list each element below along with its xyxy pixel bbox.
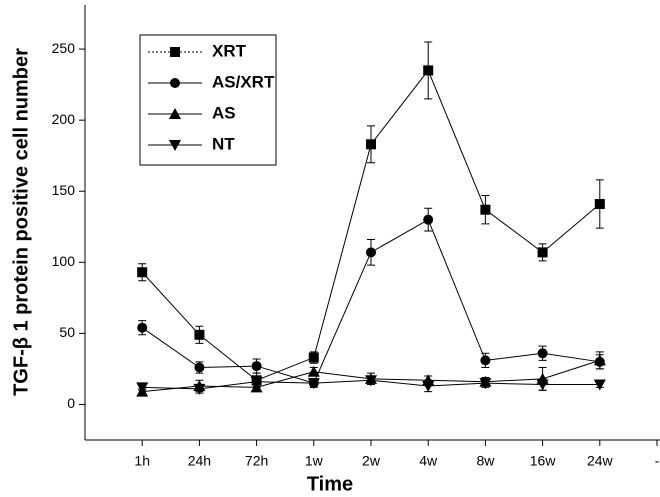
marker xyxy=(480,204,491,215)
y-axis-label: TGF-β 1 protein positive cell number xyxy=(10,48,32,396)
x-tick-label: 4w xyxy=(419,453,438,469)
x-tick-label: 2w xyxy=(362,453,381,469)
marker xyxy=(251,361,262,372)
marker xyxy=(423,214,434,225)
x-tick-label: - xyxy=(655,453,660,469)
marker xyxy=(479,378,492,390)
marker xyxy=(250,376,263,388)
legend-marker xyxy=(170,78,180,88)
x-tick-label: 24w xyxy=(587,453,614,469)
x-tick-label: 1w xyxy=(305,453,324,469)
legend-label: XRT xyxy=(212,41,247,60)
marker xyxy=(593,379,606,391)
marker xyxy=(307,365,320,377)
marker xyxy=(194,362,205,373)
marker xyxy=(137,322,148,333)
marker xyxy=(137,267,148,278)
x-axis-label: Time xyxy=(307,473,353,495)
y-tick-label: 250 xyxy=(52,40,76,56)
x-tick-label: 8w xyxy=(476,453,495,469)
x-tick-label: 16w xyxy=(530,453,557,469)
marker xyxy=(365,375,377,387)
x-tick-label: 24h xyxy=(188,453,211,469)
legend-box xyxy=(139,34,277,166)
y-tick-label: 150 xyxy=(52,182,76,198)
legend-label: AS xyxy=(212,103,236,122)
marker xyxy=(193,383,206,395)
marker xyxy=(136,382,149,394)
legend-marker xyxy=(169,140,181,151)
y-tick-label: 0 xyxy=(67,395,75,411)
y-tick-label: 100 xyxy=(52,253,76,269)
legend-marker xyxy=(169,108,181,119)
y-tick-label: 200 xyxy=(52,111,76,127)
marker xyxy=(537,247,548,258)
marker xyxy=(593,354,606,366)
marker xyxy=(480,355,491,366)
marker xyxy=(366,247,376,258)
x-tick-label: 72h xyxy=(245,453,268,469)
marker xyxy=(536,379,549,391)
marker xyxy=(307,378,320,390)
legend-marker xyxy=(170,47,180,57)
legend-label: NT xyxy=(212,134,235,153)
marker xyxy=(423,65,434,76)
marker xyxy=(194,329,205,340)
marker xyxy=(537,348,548,359)
legend-label: AS/XRT xyxy=(212,72,275,91)
x-tick-label: 1h xyxy=(134,453,150,469)
marker xyxy=(422,380,435,392)
marker xyxy=(308,352,319,363)
marker xyxy=(366,139,376,150)
marker xyxy=(594,199,605,210)
y-tick-label: 50 xyxy=(59,324,75,340)
